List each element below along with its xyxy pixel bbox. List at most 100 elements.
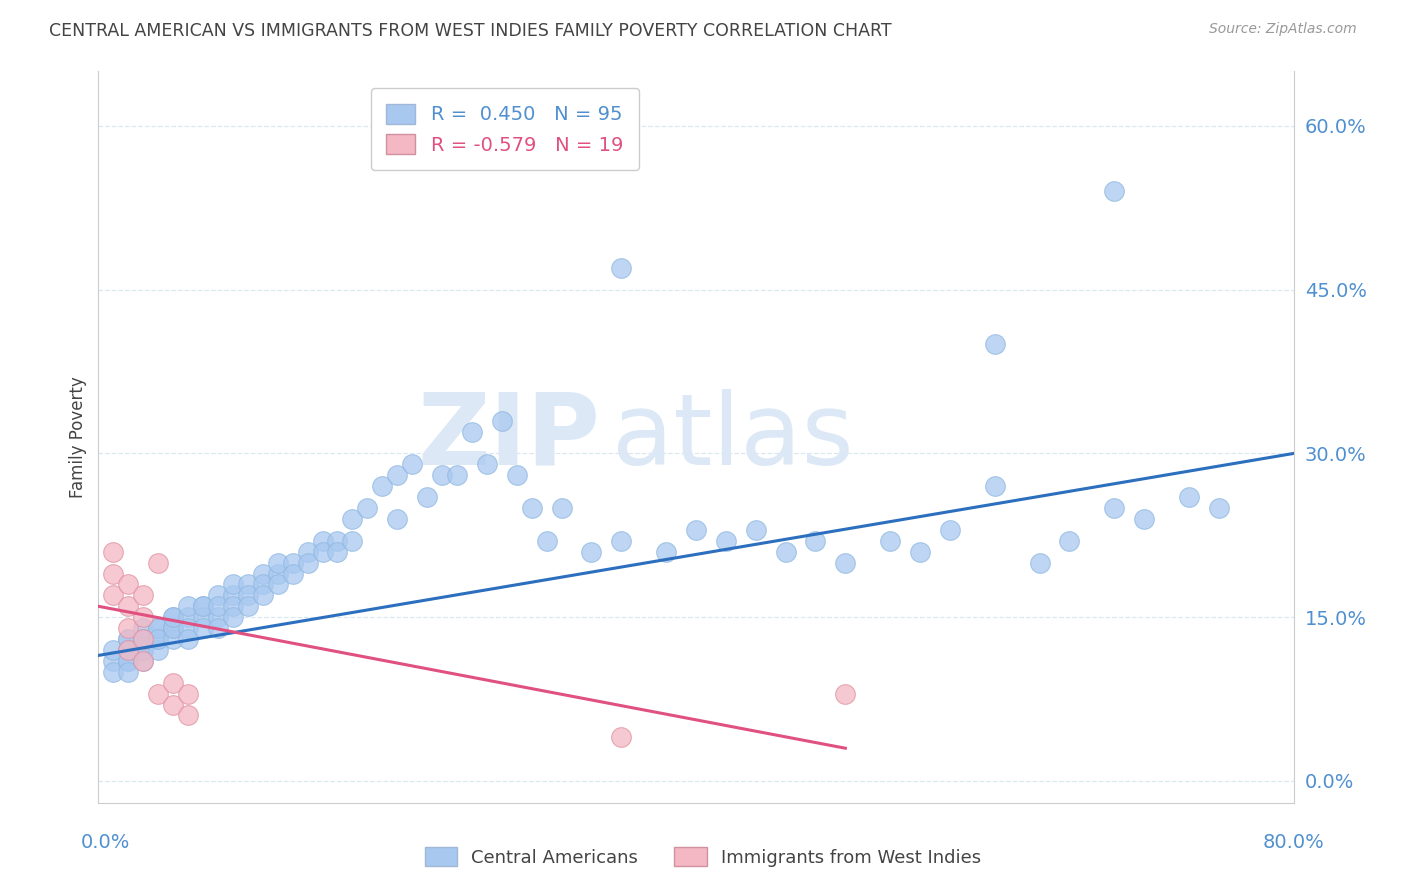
Point: [222, 610, 245, 624]
Y-axis label: Family Poverty: Family Poverty: [69, 376, 87, 498]
Point: [148, 632, 170, 646]
Point: [117, 643, 139, 657]
Point: [297, 545, 319, 559]
Point: [148, 632, 170, 646]
Point: [1104, 501, 1126, 516]
Point: [148, 643, 170, 657]
Point: [311, 545, 333, 559]
Point: [162, 675, 184, 690]
Point: [177, 687, 200, 701]
Point: [1104, 185, 1126, 199]
Point: [177, 610, 200, 624]
Point: [132, 643, 155, 657]
Point: [148, 687, 170, 701]
Point: [1028, 556, 1050, 570]
Point: [103, 566, 125, 581]
Point: [416, 490, 439, 504]
Point: [401, 458, 423, 472]
Point: [148, 621, 170, 635]
Point: [281, 566, 304, 581]
Point: [745, 523, 768, 537]
Text: Source: ZipAtlas.com: Source: ZipAtlas.com: [1209, 22, 1357, 37]
Point: [520, 501, 543, 516]
Point: [177, 621, 200, 635]
Point: [385, 512, 409, 526]
Point: [132, 621, 155, 635]
Point: [834, 556, 856, 570]
Point: [132, 654, 155, 668]
Point: [326, 545, 349, 559]
Point: [222, 577, 245, 591]
Point: [162, 610, 184, 624]
Legend: R =  0.450   N = 95, R = -0.579   N = 19: R = 0.450 N = 95, R = -0.579 N = 19: [371, 88, 638, 170]
Point: [1208, 501, 1230, 516]
Point: [162, 632, 184, 646]
Point: [1133, 512, 1156, 526]
Point: [162, 698, 184, 712]
Text: atlas: atlas: [613, 389, 853, 485]
Point: [236, 588, 259, 602]
Point: [252, 588, 274, 602]
Point: [117, 654, 139, 668]
Point: [132, 610, 155, 624]
Point: [939, 523, 962, 537]
Point: [655, 545, 678, 559]
Point: [356, 501, 378, 516]
Legend: Central Americans, Immigrants from West Indies: Central Americans, Immigrants from West …: [418, 840, 988, 874]
Point: [506, 468, 529, 483]
Point: [1178, 490, 1201, 504]
Point: [536, 533, 558, 548]
Point: [162, 621, 184, 635]
Point: [117, 643, 139, 657]
Point: [207, 599, 229, 614]
Point: [236, 599, 259, 614]
Point: [311, 533, 333, 548]
Text: 80.0%: 80.0%: [1263, 833, 1324, 853]
Point: [342, 533, 364, 548]
Point: [117, 665, 139, 679]
Point: [191, 599, 214, 614]
Point: [177, 632, 200, 646]
Point: [371, 479, 394, 493]
Point: [581, 545, 603, 559]
Point: [267, 577, 290, 591]
Point: [207, 621, 229, 635]
Text: CENTRAL AMERICAN VS IMMIGRANTS FROM WEST INDIES FAMILY POVERTY CORRELATION CHART: CENTRAL AMERICAN VS IMMIGRANTS FROM WEST…: [49, 22, 891, 40]
Point: [281, 556, 304, 570]
Point: [117, 632, 139, 646]
Point: [132, 632, 155, 646]
Point: [714, 533, 737, 548]
Point: [132, 654, 155, 668]
Point: [267, 566, 290, 581]
Point: [222, 599, 245, 614]
Point: [342, 512, 364, 526]
Point: [103, 643, 125, 657]
Point: [267, 556, 290, 570]
Point: [191, 610, 214, 624]
Point: [117, 643, 139, 657]
Point: [162, 621, 184, 635]
Point: [879, 533, 901, 548]
Point: [685, 523, 707, 537]
Point: [177, 599, 200, 614]
Point: [252, 577, 274, 591]
Point: [117, 577, 139, 591]
Point: [132, 588, 155, 602]
Point: [610, 533, 633, 548]
Point: [550, 501, 572, 516]
Point: [222, 588, 245, 602]
Point: [1059, 533, 1081, 548]
Point: [117, 632, 139, 646]
Point: [132, 632, 155, 646]
Point: [446, 468, 468, 483]
Point: [385, 468, 409, 483]
Point: [117, 654, 139, 668]
Point: [103, 588, 125, 602]
Text: 0.0%: 0.0%: [80, 833, 131, 853]
Point: [148, 556, 170, 570]
Point: [297, 556, 319, 570]
Point: [117, 621, 139, 635]
Point: [162, 610, 184, 624]
Point: [148, 621, 170, 635]
Point: [252, 566, 274, 581]
